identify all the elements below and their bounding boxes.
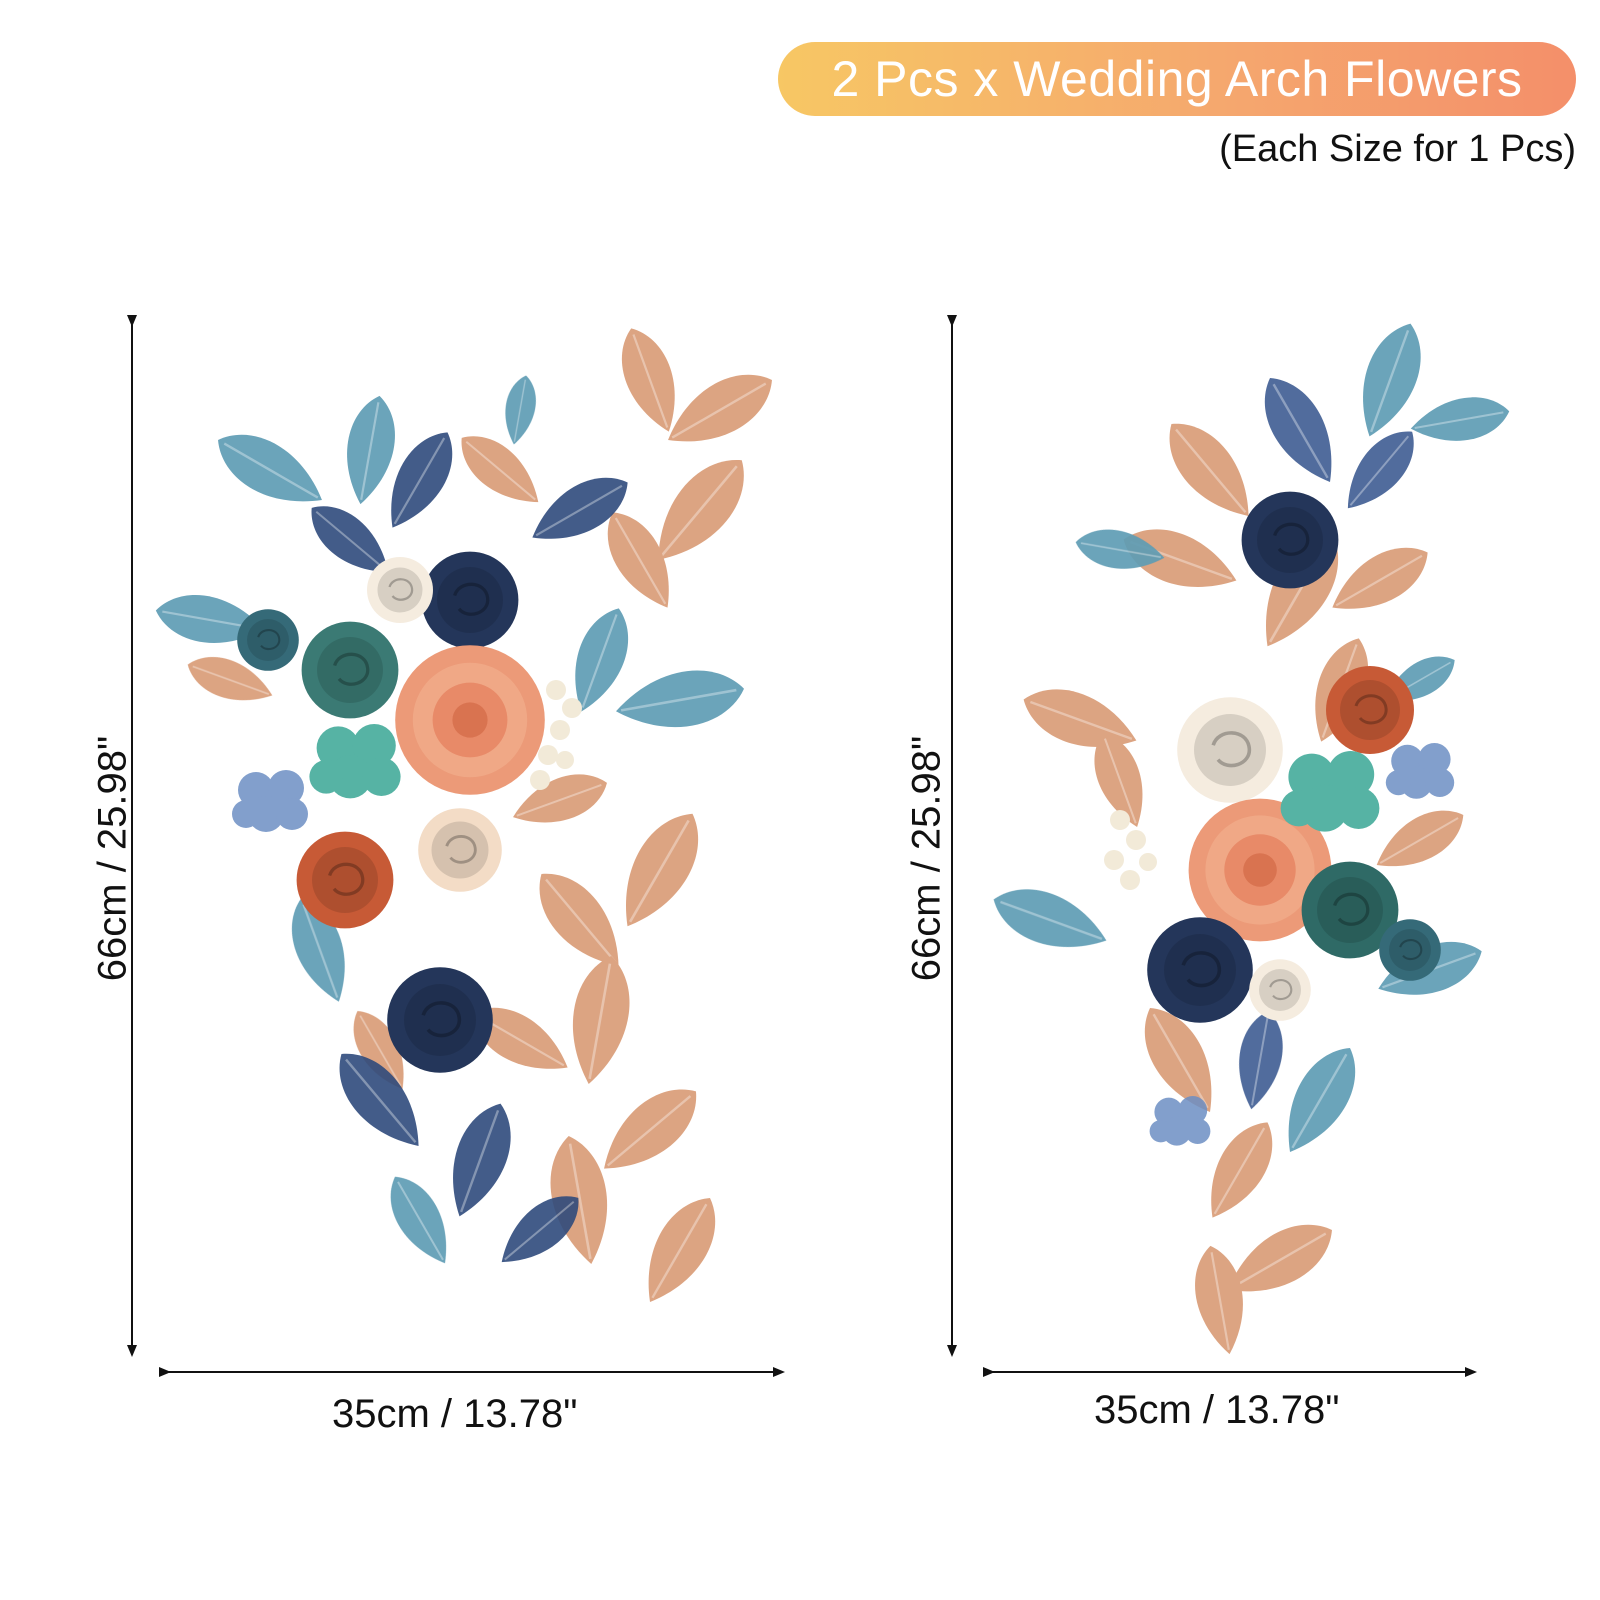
title-text: 2 Pcs x Wedding Arch Flowers <box>831 51 1523 107</box>
left-height-label: 66cm / 25.98" <box>90 735 135 982</box>
right-height-label: 66cm / 25.98" <box>904 735 949 982</box>
flower-swag-left <box>150 319 786 1316</box>
subtitle-text: (Each Size for 1 Pcs) <box>1219 128 1576 170</box>
left-width-label: 35cm / 13.78" <box>332 1392 578 1436</box>
flower-swag-right <box>983 313 1514 1360</box>
right-width-label: 35cm / 13.78" <box>1094 1388 1340 1432</box>
title-banner: 2 Pcs x Wedding Arch Flowers <box>778 42 1576 116</box>
